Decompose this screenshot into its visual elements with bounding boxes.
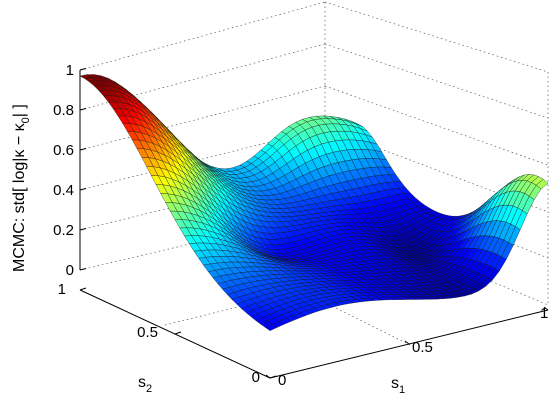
surface-patch xyxy=(264,324,278,331)
s1-tick-mark-0 xyxy=(265,374,271,379)
s2-tick-1: 1 xyxy=(58,281,66,298)
s1-label-main: s xyxy=(391,375,399,392)
grid-wall-z08 xyxy=(79,43,326,111)
grid-floor-back xyxy=(79,211,326,271)
z-axis-label: MCMC: std[ log|κ − κ0| ] xyxy=(11,104,32,272)
z-tick-mark-4 xyxy=(79,228,87,231)
s1-tick-0: 0 xyxy=(278,372,286,389)
z-tick-mark-0 xyxy=(79,68,87,71)
z-tick-0: 0 xyxy=(66,262,74,279)
grid-back-top xyxy=(324,1,549,73)
s2-axis-label: s2 xyxy=(138,374,152,395)
z-label-sub: 0 xyxy=(20,117,32,123)
grid-right-wall-z06 xyxy=(324,85,549,166)
s1-tick-mark-1 xyxy=(404,340,410,345)
s1-axis-label: s1 xyxy=(391,375,405,396)
s1-tick-0.5: 0.5 xyxy=(412,339,433,356)
z-tick-0.4: 0.4 xyxy=(53,182,74,199)
z-tick-1: 1 xyxy=(66,62,74,79)
grid-wall-z06 xyxy=(79,85,326,151)
z-tick-0.8: 0.8 xyxy=(53,102,74,119)
z-tick-mark-3 xyxy=(79,188,87,191)
s2-tick-mark-1 xyxy=(174,331,182,335)
s1-label-sub: 1 xyxy=(399,384,405,396)
s2-tick-mark-0 xyxy=(79,287,87,291)
tick-marks xyxy=(79,68,549,379)
grid-back-wall-edge xyxy=(79,1,326,71)
z-label-main: MCMC: std[ log|κ − κ xyxy=(11,122,28,272)
s2-label-main: s xyxy=(138,374,146,391)
s2-tick-0.5: 0.5 xyxy=(137,324,158,341)
grid-right-wall-z08 xyxy=(324,43,549,119)
surface-mesh xyxy=(79,74,549,331)
s1-tick-mark-2 xyxy=(543,306,549,311)
z-tick-0.2: 0.2 xyxy=(53,222,74,239)
s1-tick-1: 1 xyxy=(540,305,548,322)
z-label-end: | ] xyxy=(11,104,28,117)
z-tick-mark-5 xyxy=(79,268,87,271)
tick-labels: 1 0.8 0.6 0.4 0.2 0 1 0.5 0 0 0.5 1 xyxy=(53,62,548,389)
z-tick-mark-2 xyxy=(79,148,87,151)
s2-label-sub: 2 xyxy=(146,383,152,395)
s2-tick-0: 0 xyxy=(252,369,260,386)
s2-tick-mark-2 xyxy=(269,375,277,379)
z-tick-mark-1 xyxy=(79,108,87,111)
axis-labels: s1 s2 MCMC: std[ log|κ − κ0| ] xyxy=(11,104,405,396)
grid-wall-z04 xyxy=(79,127,326,191)
z-tick-0.6: 0.6 xyxy=(53,142,74,159)
